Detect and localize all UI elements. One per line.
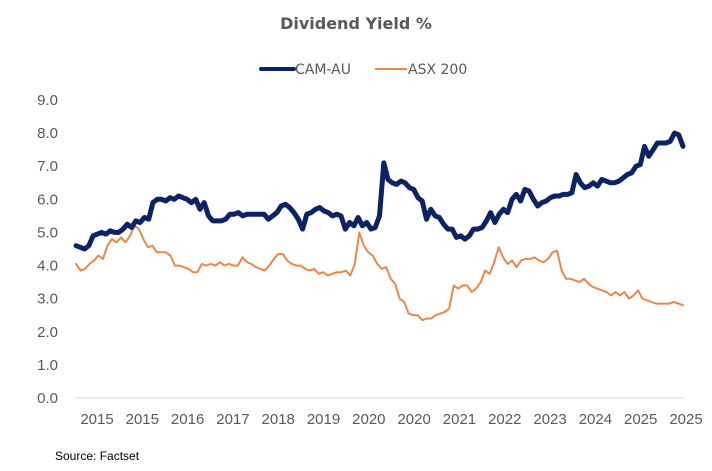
chart-title: Dividend Yield % (280, 14, 432, 33)
y-axis: 0.0 1.0 2.0 3.0 4.0 5.0 6.0 7.0 8.0 9.0 (37, 92, 58, 407)
series-line-asx-200 (75, 224, 684, 322)
series-line-cam-au (73, 130, 686, 252)
legend-label-cam-au: CAM-AU (295, 62, 351, 78)
y-tick-label: 4.0 (37, 258, 58, 275)
y-tick-label: 0.0 (37, 390, 58, 407)
plot-area (73, 130, 686, 322)
legend: CAM-AU ASX 200 (259, 62, 467, 78)
x-tick-label: 2020 (352, 411, 385, 428)
legend-label-asx-200: ASX 200 (408, 62, 467, 78)
x-tick-label: 2025 (669, 411, 702, 428)
y-tick-label: 1.0 (37, 357, 58, 374)
x-tick-label: 2015 (80, 411, 113, 428)
x-tick-label: 2015 (126, 411, 159, 428)
x-tick-label: 2024 (579, 411, 612, 428)
y-tick-label: 5.0 (37, 224, 58, 241)
y-tick-label: 7.0 (37, 158, 58, 175)
x-tick-label: 2016 (171, 411, 204, 428)
x-tick-label: 2018 (262, 411, 295, 428)
y-tick-label: 9.0 (37, 92, 58, 109)
y-tick-label: 6.0 (37, 191, 58, 208)
x-tick-label: 2021 (443, 411, 476, 428)
x-tick-label: 2022 (488, 411, 521, 428)
x-tick-label: 2023 (533, 411, 566, 428)
x-tick-label: 2025 (624, 411, 657, 428)
y-tick-label: 3.0 (37, 291, 58, 308)
y-tick-label: 2.0 (37, 324, 58, 341)
x-tick-label: 2017 (216, 411, 249, 428)
x-axis: 2015 2015 2016 2017 2018 2019 2020 2020 2021 2022… (80, 411, 702, 428)
y-tick-label: 8.0 (37, 125, 58, 142)
source-note: Source: Factset (55, 449, 140, 463)
x-tick-label: 2019 (307, 411, 340, 428)
x-tick-label: 2020 (397, 411, 430, 428)
